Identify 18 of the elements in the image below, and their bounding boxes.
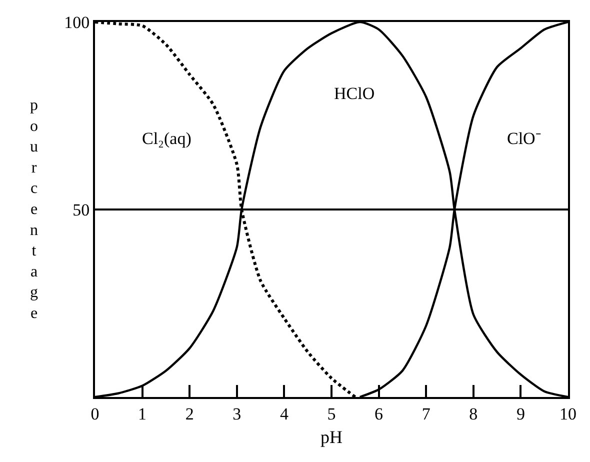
x-tick-label: 1 (138, 404, 147, 424)
series-label: Cl₂(aq) (142, 129, 192, 148)
x-tick-label: 6 (374, 404, 384, 424)
text: ClO⁻ (507, 129, 542, 148)
text: HClO (334, 84, 375, 103)
y-tick-label: 100 (64, 12, 90, 32)
x-tick-label: 2 (185, 404, 194, 424)
x-axis-title: pH (320, 427, 342, 447)
x-tick-label: 7 (422, 404, 431, 424)
x-tick-label: 10 (560, 404, 576, 424)
x-tick-label: 9 (516, 404, 525, 424)
x-tick-label: 0 (90, 404, 100, 424)
y-tick-label: 50 (72, 200, 90, 220)
text: pourcentage (30, 97, 38, 322)
x-tick-label: 3 (232, 404, 242, 424)
x-tick-label: 5 (327, 404, 336, 424)
x-tick-label: 4 (280, 404, 289, 424)
x-tick-label: 8 (469, 404, 478, 424)
